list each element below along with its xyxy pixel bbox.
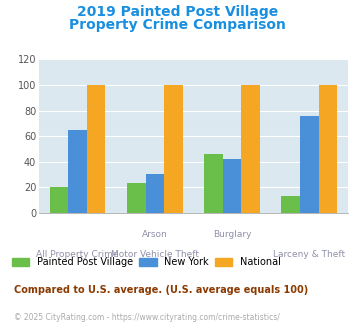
Legend: Painted Post Village, New York, National: Painted Post Village, New York, National [12, 257, 281, 267]
Text: 2019 Painted Post Village: 2019 Painted Post Village [77, 5, 278, 19]
Bar [87, 85, 105, 213]
Bar [241, 85, 260, 213]
Bar [146, 175, 164, 213]
Bar [300, 115, 318, 213]
Bar [282, 196, 300, 213]
Text: © 2025 CityRating.com - https://www.cityrating.com/crime-statistics/: © 2025 CityRating.com - https://www.city… [14, 314, 280, 322]
Bar [50, 187, 69, 213]
Bar [318, 85, 337, 213]
Text: Larceny & Theft: Larceny & Theft [273, 250, 345, 259]
Text: Burglary: Burglary [213, 230, 251, 239]
Bar [127, 183, 146, 213]
Bar [223, 159, 241, 213]
Bar [69, 130, 87, 213]
Bar [164, 85, 183, 213]
Text: Motor Vehicle Theft: Motor Vehicle Theft [111, 250, 199, 259]
Text: Arson: Arson [142, 230, 168, 239]
Text: Compared to U.S. average. (U.S. average equals 100): Compared to U.S. average. (U.S. average … [14, 285, 308, 295]
Text: Property Crime Comparison: Property Crime Comparison [69, 18, 286, 32]
Bar [204, 154, 223, 213]
Text: All Property Crime: All Property Crime [37, 250, 119, 259]
